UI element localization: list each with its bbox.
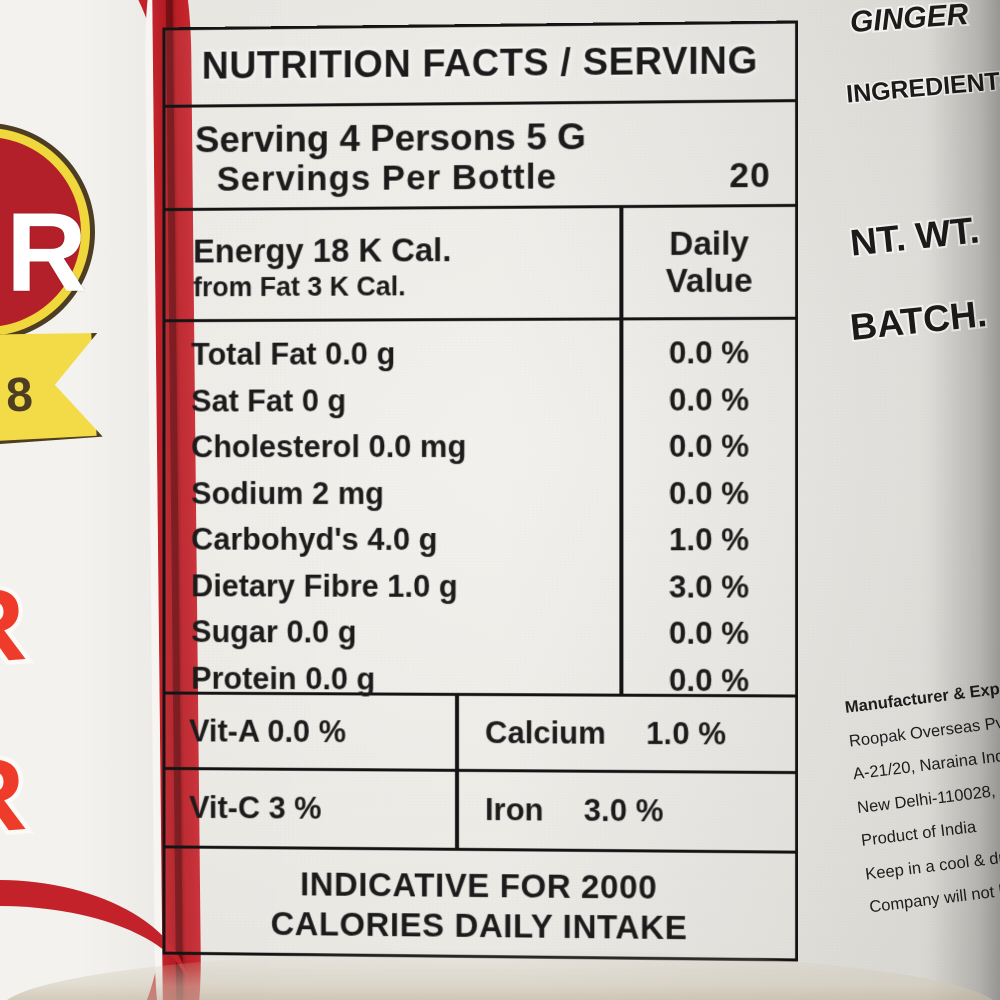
- calcium-cell: Calcium 1.0 %: [459, 696, 795, 771]
- daily-value-column: 0.0 % 0.0 % 0.0 % 0.0 % 1.0 % 3.0 % 0.0 …: [623, 320, 795, 698]
- energy-row: Energy 18 K Cal. from Fat 3 K Cal. Daily…: [165, 206, 796, 323]
- table-row: Total Fat 0.0 g: [191, 336, 396, 372]
- table-row: 0.0 %: [669, 428, 750, 464]
- nutrition-facts-table: NUTRITION FACTS / SERVING Serving 4 Pers…: [162, 20, 799, 964]
- daily-value-header-line-2: Value: [665, 261, 753, 299]
- manufacturer-block: Manufacturer & Exporter Roopak Overseas …: [844, 671, 1000, 933]
- serving-size-text: Serving 4 Persons 5 G: [195, 115, 587, 161]
- micronutrient-section: Vit-A 0.0 % Calcium 1.0 % Vit-C 3 % Iron…: [165, 691, 796, 851]
- energy-from-fat: from Fat 3 K Cal.: [193, 271, 406, 303]
- manufacturer-heading: Manufacturer & Exporter: [843, 675, 1000, 717]
- table-row: 0.0 %: [669, 662, 750, 698]
- iron-label: Iron: [484, 792, 544, 828]
- net-weight-label: NT. WT.: [846, 207, 983, 265]
- nutrient-rows: Total Fat 0.0 g Sat Fat 0 g Cholesterol …: [165, 320, 795, 698]
- table-row: 0.0 %: [669, 381, 750, 418]
- table-row: 0.0 %: [669, 615, 750, 652]
- table-row: Sodium 2 mg: [191, 475, 384, 511]
- daily-value-header-line-1: Daily: [669, 223, 749, 262]
- product-name-text: GINGER: [847, 0, 971, 41]
- energy-total: Energy 18 K Cal.: [193, 230, 452, 270]
- batch-label: BATCH.: [846, 291, 991, 350]
- table-row: Vit-A 0.0 % Calcium 1.0 %: [165, 694, 796, 775]
- iron-cell: Iron 3.0 %: [459, 772, 795, 851]
- ribbon-number: 8: [4, 368, 35, 423]
- nutrition-facts-panel: NUTRITION FACTS / SERVING Serving 4 Pers…: [162, 20, 799, 964]
- nutrition-facts-title: NUTRITION FACTS / SERVING: [165, 23, 796, 108]
- ingredients-label: INGREDIENTS:G: [844, 62, 1000, 110]
- table-row: 1.0 %: [669, 522, 750, 558]
- right-info-panel: GINGER INGREDIENTS:G NT. WT. BATCH. Manu…: [834, 0, 1000, 1000]
- vitamin-c-cell: Vit-C 3 %: [165, 769, 460, 848]
- energy-cell: Energy 18 K Cal. from Fat 3 K Cal.: [165, 208, 624, 320]
- servings-per-bottle-label: Servings Per Bottle: [216, 157, 557, 199]
- daily-intake-footnote: INDICATIVE FOR 2000 CALORIES DAILY INTAK…: [165, 845, 796, 964]
- calcium-label: Calcium: [484, 714, 606, 751]
- table-row: 0.0 %: [669, 335, 750, 371]
- table-row: Cholesterol 0.0 mg: [191, 429, 467, 465]
- table-row: Dietary Fibre 1.0 g: [191, 567, 458, 604]
- footnote-line-2: CALORIES DAILY INTAKE: [270, 904, 688, 946]
- iron-value: 3.0 %: [583, 792, 664, 829]
- table-row: 0.0 %: [669, 475, 750, 511]
- servings-per-bottle-row: Servings Per Bottle 20: [195, 156, 781, 199]
- serving-size-row: Serving 4 Persons 5 G Servings Per Bottl…: [165, 102, 796, 212]
- table-row: Sugar 0.0 g: [191, 614, 357, 650]
- daily-value-header: Daily Value: [623, 207, 795, 317]
- vitamin-a-cell: Vit-A 0.0 %: [165, 694, 460, 769]
- table-row: Sat Fat 0 g: [191, 382, 347, 418]
- table-row: 3.0 %: [669, 568, 750, 605]
- badge-letter: R: [6, 190, 87, 315]
- calcium-value: 1.0 %: [646, 715, 727, 751]
- servings-per-bottle-value: 20: [729, 155, 771, 196]
- table-row: Protein 0.0 g: [191, 660, 376, 697]
- table-row: Carbohyd's 4.0 g: [191, 521, 438, 557]
- footnote-line-1: INDICATIVE FOR 2000: [300, 864, 658, 906]
- table-row: Vit-C 3 % Iron 3.0 %: [165, 769, 795, 851]
- nutrient-name-column: Total Fat 0.0 g Sat Fat 0 g Cholesterol …: [165, 320, 624, 696]
